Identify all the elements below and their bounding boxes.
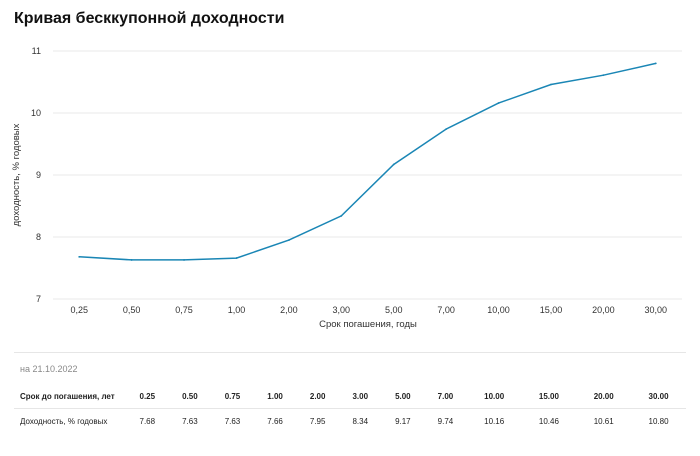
y-tick-label: 10 bbox=[31, 108, 41, 118]
table-cell: 10.46 bbox=[538, 416, 559, 426]
data-points bbox=[78, 62, 657, 261]
data-point bbox=[235, 257, 238, 259]
data-point bbox=[183, 259, 185, 261]
data-point bbox=[445, 128, 448, 131]
table-cell: 5.00 bbox=[381, 384, 425, 409]
data-point bbox=[392, 163, 395, 166]
data-point bbox=[78, 255, 81, 258]
y-tick-label: 8 bbox=[36, 232, 41, 242]
table-cell: 7.63 bbox=[182, 416, 198, 426]
header-label: Срок до погашения, лет bbox=[14, 384, 126, 409]
x-tick-label: 5,00 bbox=[385, 305, 403, 315]
x-tick-label: 0,50 bbox=[123, 305, 141, 315]
yield-table: Срок до погашения, лет 0.25 0.50 0.75 1.… bbox=[14, 384, 686, 433]
table-cell: 0.25 bbox=[126, 384, 169, 409]
x-tick-label: 0,25 bbox=[70, 305, 88, 315]
table-cell: 30.00 bbox=[631, 384, 686, 409]
table-cell: 0.50 bbox=[168, 384, 212, 409]
data-point bbox=[340, 215, 343, 217]
y-tick-label: 9 bbox=[36, 170, 41, 180]
x-tick-label: 10,00 bbox=[487, 305, 510, 315]
table-cell: 2.00 bbox=[296, 384, 339, 409]
data-point bbox=[287, 239, 290, 242]
x-tick-label: 2,00 bbox=[280, 305, 298, 315]
table-cell: 7.66 bbox=[267, 416, 283, 426]
y-axis-label: доходность, % годовых bbox=[11, 123, 22, 226]
x-tick-label: 3,00 bbox=[333, 305, 351, 315]
grid-lines bbox=[53, 50, 682, 300]
table-cell: 0.75 bbox=[211, 384, 254, 409]
table-cell: 20.00 bbox=[576, 384, 632, 409]
table-cell: 7.63 bbox=[224, 416, 241, 426]
table-cell: 15.00 bbox=[521, 384, 577, 409]
x-axis-label: Срок погашения, годы bbox=[319, 319, 417, 330]
table-cell: 7.95 bbox=[309, 416, 326, 426]
table-cell: 8.34 bbox=[352, 416, 369, 426]
data-point bbox=[130, 259, 133, 261]
table-cell: 7.00 bbox=[424, 384, 467, 409]
table-row: Доходность, % годовых 7.68 7.63 7.63 7.6… bbox=[14, 409, 686, 434]
row-label: Доходность, % годовых bbox=[20, 416, 108, 426]
table-cell: 10.61 bbox=[593, 416, 614, 426]
x-tick-label: 15,00 bbox=[540, 305, 563, 315]
table-cell: 10.16 bbox=[484, 416, 505, 426]
table-cell: 7.68 bbox=[139, 416, 156, 426]
x-tick-label: 1,00 bbox=[228, 305, 246, 315]
table-cell: 10.80 bbox=[648, 416, 669, 426]
x-tick-label: 0,75 bbox=[175, 305, 193, 315]
table-cell: 10.00 bbox=[466, 384, 522, 409]
data-point bbox=[654, 62, 657, 65]
table-cell: 9.74 bbox=[437, 416, 454, 426]
data-point bbox=[602, 74, 605, 77]
yield-curve-chart: 7 8 9 10 11 0,25 0,50 0,75 1,00 2,00 3,00 5,00 7,00… bbox=[11, 46, 682, 330]
x-tick-label: 7,00 bbox=[437, 305, 455, 315]
section-divider bbox=[14, 352, 686, 353]
y-tick-labels: 7 8 9 10 11 bbox=[31, 46, 41, 304]
table-cell: 1.00 bbox=[253, 384, 297, 409]
table-cell: 9.17 bbox=[395, 416, 411, 426]
as-of-date: на 21.10.2022 bbox=[20, 364, 78, 374]
chart-title: Кривая бесккупонной доходности bbox=[14, 10, 285, 27]
x-tick-label: 30,00 bbox=[645, 305, 668, 315]
table-header-row: Срок до погашения, лет 0.25 0.50 0.75 1.… bbox=[14, 384, 686, 409]
y-tick-label: 11 bbox=[32, 46, 41, 56]
y-tick-label: 7 bbox=[36, 294, 41, 304]
table-cell: 3.00 bbox=[338, 384, 382, 409]
yield-curve-line bbox=[79, 62, 656, 261]
x-tick-label: 20,00 bbox=[592, 305, 615, 315]
data-point bbox=[550, 83, 552, 86]
x-tick-labels: 0,25 0,50 0,75 1,00 2,00 3,00 5,00 7,00 10,00 15,… bbox=[70, 305, 667, 315]
data-point bbox=[497, 102, 500, 104]
